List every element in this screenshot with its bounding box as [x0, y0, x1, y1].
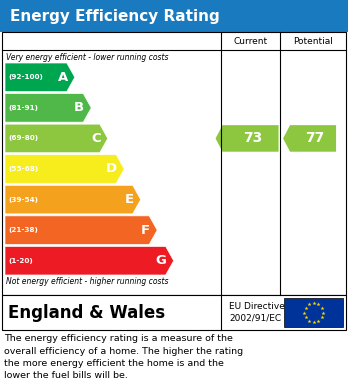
Polygon shape: [5, 155, 124, 183]
Polygon shape: [5, 185, 141, 214]
Text: A: A: [57, 71, 68, 84]
Text: EU Directive
2002/91/EC: EU Directive 2002/91/EC: [229, 302, 285, 323]
Text: B: B: [74, 101, 84, 114]
Polygon shape: [5, 216, 157, 244]
Text: D: D: [106, 163, 117, 176]
Text: (81-91): (81-91): [8, 105, 38, 111]
Text: Not energy efficient - higher running costs: Not energy efficient - higher running co…: [6, 276, 168, 285]
Text: F: F: [141, 224, 150, 237]
Text: Energy Efficiency Rating: Energy Efficiency Rating: [10, 9, 220, 23]
Text: Current: Current: [234, 36, 268, 45]
Text: Very energy efficient - lower running costs: Very energy efficient - lower running co…: [6, 52, 168, 61]
Text: (55-68): (55-68): [8, 166, 38, 172]
Polygon shape: [283, 125, 336, 152]
Bar: [0, 0, 348, 32]
Text: (69-80): (69-80): [8, 135, 38, 142]
Polygon shape: [215, 125, 278, 152]
Text: C: C: [91, 132, 101, 145]
Text: 73: 73: [243, 131, 262, 145]
Text: G: G: [156, 254, 167, 267]
Text: (39-54): (39-54): [8, 197, 38, 203]
Polygon shape: [5, 246, 174, 275]
Text: (1-20): (1-20): [8, 258, 33, 264]
Polygon shape: [5, 63, 75, 91]
Text: E: E: [125, 193, 134, 206]
Text: 77: 77: [306, 131, 325, 145]
Text: Potential: Potential: [293, 36, 333, 45]
Text: (21-38): (21-38): [8, 227, 38, 233]
Polygon shape: [5, 93, 91, 122]
Text: (92-100): (92-100): [8, 74, 43, 80]
Bar: [2, 295, 346, 330]
Text: England & Wales: England & Wales: [8, 303, 165, 321]
Polygon shape: [5, 124, 108, 153]
Bar: [2, 32, 346, 295]
Bar: [284, 298, 343, 327]
Text: The energy efficiency rating is a measure of the
overall efficiency of a home. T: The energy efficiency rating is a measur…: [4, 334, 243, 380]
